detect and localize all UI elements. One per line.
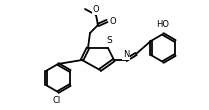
Text: N: N: [123, 50, 129, 59]
Text: O: O: [110, 16, 117, 26]
Text: S: S: [106, 36, 112, 45]
Text: HO: HO: [157, 20, 169, 29]
Text: Cl: Cl: [53, 96, 61, 105]
Text: O: O: [93, 5, 99, 14]
